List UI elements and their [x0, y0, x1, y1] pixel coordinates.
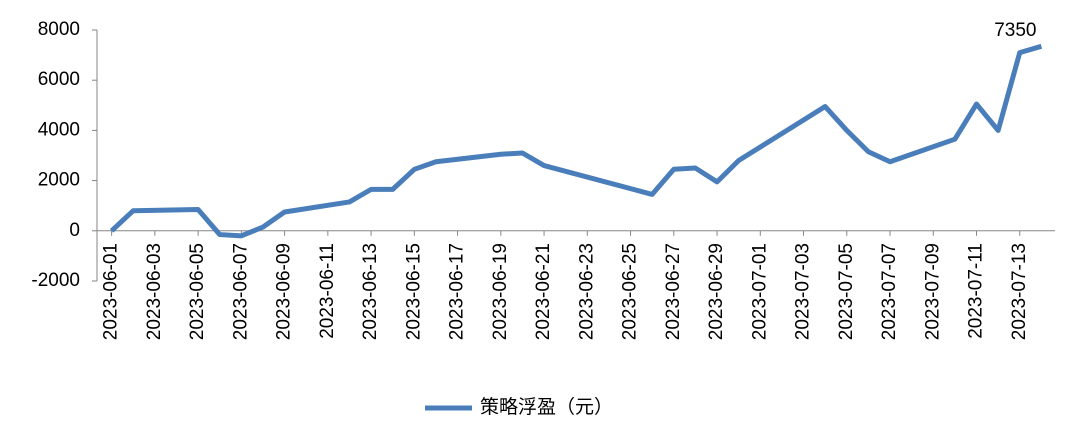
x-tick-label: 2023-07-01: [749, 243, 770, 340]
x-tick-label: 2023-06-03: [144, 243, 165, 340]
y-tick-label: 2000: [38, 170, 80, 191]
x-tick-label: 2023-07-05: [836, 243, 857, 340]
x-tick-label: 2023-07-09: [922, 243, 943, 340]
x-tick-label: 2023-07-13: [1009, 243, 1030, 340]
x-tick-label: 2023-07-07: [879, 243, 900, 340]
y-tick-label: 0: [69, 220, 80, 241]
x-tick-label: 2023-07-03: [793, 243, 814, 340]
x-tick-label: 2023-06-27: [663, 243, 684, 340]
x-tick-label: 2023-06-07: [230, 243, 251, 340]
x-tick-label: 2023-06-19: [490, 243, 511, 340]
x-tick-label: 2023-07-11: [966, 243, 987, 339]
data-label: 7350: [994, 20, 1036, 41]
x-tick-label: 2023-06-29: [706, 243, 727, 340]
y-tick-label: 6000: [38, 69, 80, 90]
y-tick-label: 4000: [38, 119, 80, 140]
line-series: [109, 43, 1043, 239]
x-tick-label: 2023-06-09: [274, 243, 295, 340]
x-tick-label: 2023-06-13: [360, 243, 381, 340]
x-tick-label: 2023-06-01: [101, 243, 122, 340]
y-tick-label: 8000: [38, 19, 80, 40]
x-tick-label: 2023-06-11: [317, 243, 338, 339]
legend-label: 策略浮盈（元）: [480, 396, 613, 418]
x-tick-label: 2023-06-23: [576, 243, 597, 340]
x-tick-label: 2023-06-17: [447, 243, 468, 340]
x-tick-label: 2023-06-05: [187, 243, 208, 340]
x-tick-label: 2023-06-25: [620, 243, 641, 340]
x-tick-label: 2023-06-15: [403, 243, 424, 340]
x-tick-label: 2023-06-21: [533, 243, 554, 340]
y-tick-label: -2000: [31, 270, 80, 291]
